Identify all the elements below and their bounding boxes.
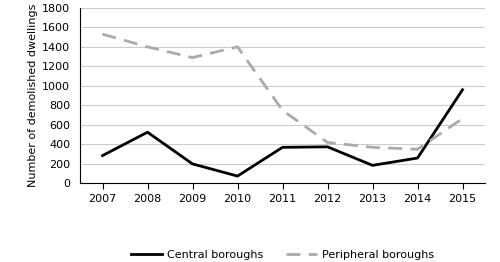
Peripheral boroughs: [460, 117, 466, 120]
Central boroughs: [234, 174, 240, 178]
Peripheral boroughs: [280, 109, 285, 112]
Peripheral boroughs: [324, 141, 330, 144]
Line: Central boroughs: Central boroughs: [102, 90, 463, 176]
Central boroughs: [190, 162, 196, 166]
Peripheral boroughs: [100, 33, 105, 36]
Central boroughs: [370, 164, 376, 167]
Central boroughs: [280, 146, 285, 149]
Peripheral boroughs: [234, 45, 240, 48]
Central boroughs: [324, 145, 330, 148]
Central boroughs: [100, 154, 105, 157]
Line: Peripheral boroughs: Peripheral boroughs: [102, 34, 463, 149]
Central boroughs: [144, 131, 150, 134]
Peripheral boroughs: [190, 56, 196, 59]
Central boroughs: [414, 156, 420, 160]
Y-axis label: Number of demolished dwellings: Number of demolished dwellings: [28, 4, 38, 187]
Peripheral boroughs: [414, 148, 420, 151]
Legend: Central boroughs, Peripheral boroughs: Central boroughs, Peripheral boroughs: [126, 245, 439, 262]
Central boroughs: [460, 88, 466, 91]
Peripheral boroughs: [370, 146, 376, 149]
Peripheral boroughs: [144, 45, 150, 48]
